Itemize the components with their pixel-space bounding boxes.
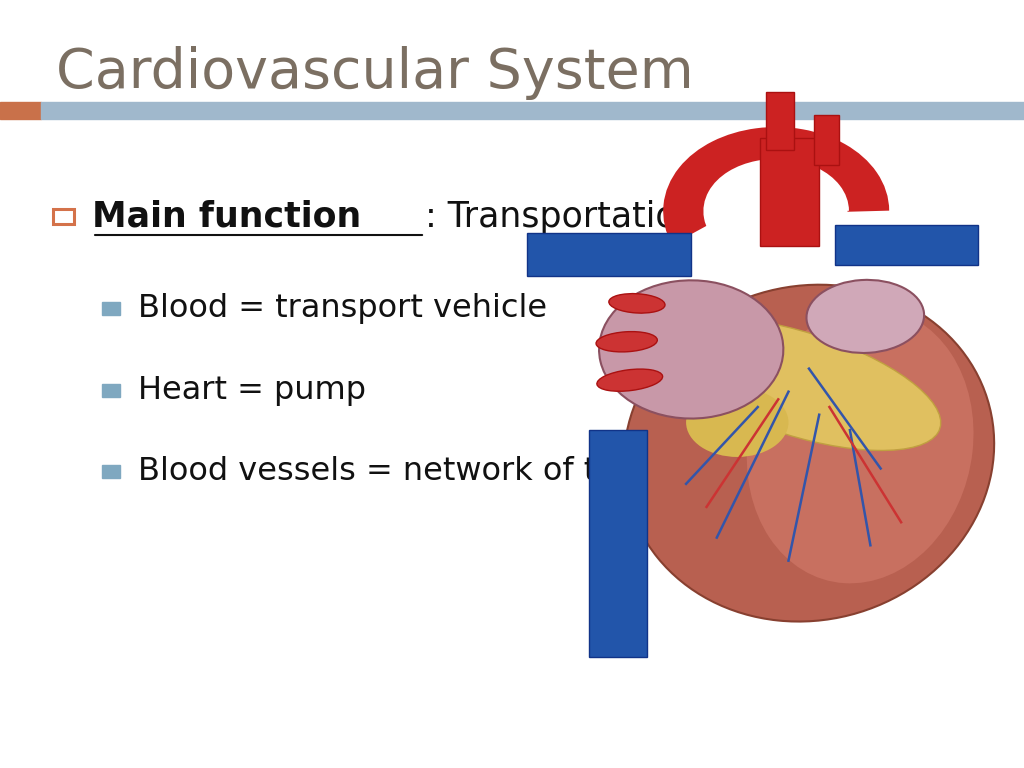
Ellipse shape [609,293,665,313]
Bar [766,92,794,150]
Bar [102,384,120,397]
Bar [814,115,839,165]
Text: Cardiovascular System: Cardiovascular System [56,46,694,100]
Ellipse shape [656,317,941,451]
Bar [0,102,41,119]
Ellipse shape [599,280,783,419]
Text: Blood = transport vehicle: Blood = transport vehicle [138,293,548,324]
Bar [102,465,120,478]
Text: Main function: Main function [92,200,361,233]
Ellipse shape [624,285,994,621]
Bar [835,225,978,265]
Bar [589,430,647,657]
Text: : Transportation: : Transportation [425,200,698,233]
Bar [41,102,1024,119]
Ellipse shape [686,388,788,457]
Ellipse shape [807,280,924,353]
Bar [102,302,120,316]
Ellipse shape [596,332,657,352]
Bar [527,233,691,276]
Text: Heart = pump: Heart = pump [138,375,367,406]
Text: Blood vessels = network of tubes: Blood vessels = network of tubes [138,456,674,487]
Ellipse shape [597,369,663,391]
Bar [53,209,74,224]
Ellipse shape [746,307,974,584]
Bar [760,138,819,246]
